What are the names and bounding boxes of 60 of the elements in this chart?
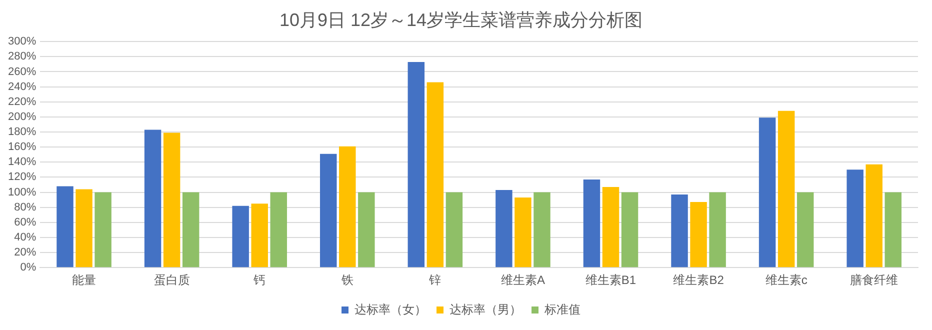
bar bbox=[621, 192, 638, 268]
x-tick-label: 锌 bbox=[428, 273, 442, 288]
x-tick-label: 维生素A bbox=[500, 273, 545, 288]
x-tick-label: 铁 bbox=[340, 273, 354, 288]
x-tick-label: 蛋白质 bbox=[154, 273, 190, 288]
bar bbox=[251, 204, 268, 268]
bar bbox=[232, 206, 249, 268]
bar bbox=[846, 170, 864, 268]
bar bbox=[182, 192, 200, 268]
y-tick-label: 100% bbox=[8, 186, 36, 198]
bar bbox=[758, 118, 776, 268]
x-tick-label: 钙 bbox=[252, 273, 266, 288]
bar bbox=[690, 202, 707, 268]
bar bbox=[76, 189, 92, 268]
y-tick-label: 240% bbox=[8, 80, 36, 93]
y-tick-label: 0% bbox=[20, 262, 36, 274]
bar bbox=[534, 192, 550, 268]
y-tick-label: 40% bbox=[14, 232, 36, 244]
bar bbox=[339, 146, 356, 268]
bar bbox=[602, 186, 620, 268]
y-tick-label: 60% bbox=[14, 216, 36, 228]
bar bbox=[94, 192, 112, 268]
bar bbox=[320, 154, 337, 268]
bar bbox=[408, 62, 425, 268]
bar bbox=[358, 192, 375, 268]
bar bbox=[163, 132, 180, 268]
y-tick-label: 300% bbox=[8, 36, 36, 48]
bar bbox=[426, 82, 444, 268]
x-tick-label: 能量 bbox=[72, 273, 96, 288]
bar bbox=[270, 192, 287, 268]
bar bbox=[496, 190, 512, 268]
y-tick-label: 160% bbox=[8, 141, 36, 154]
y-tick-label: 200% bbox=[8, 110, 36, 123]
bar bbox=[514, 198, 532, 268]
y-tick-label: 140% bbox=[8, 156, 36, 168]
legend-label: 达标率（女） bbox=[354, 302, 426, 316]
bar bbox=[884, 192, 902, 268]
y-tick-label: 220% bbox=[8, 96, 36, 108]
bar bbox=[866, 164, 882, 268]
y-tick-label: 120% bbox=[8, 171, 36, 184]
bar bbox=[446, 192, 463, 268]
y-tick-label: 180% bbox=[8, 126, 36, 138]
y-tick-label: 20% bbox=[14, 246, 36, 259]
x-tick-label: 维生素c bbox=[765, 273, 808, 288]
bar bbox=[583, 179, 600, 268]
x-tick-label: 膳食纤维 bbox=[850, 273, 898, 288]
chart-title: 10月9日 12岁～14岁学生菜谱营养成分分析图 bbox=[279, 10, 643, 30]
x-tick-label: 维生素B2 bbox=[673, 273, 724, 288]
bar bbox=[144, 130, 162, 268]
y-tick-label: 260% bbox=[8, 66, 36, 78]
y-tick-label: 80% bbox=[14, 201, 36, 214]
legend-label: 标准值 bbox=[544, 302, 580, 316]
y-tick-label: 280% bbox=[8, 50, 36, 63]
bar bbox=[709, 192, 726, 268]
bar bbox=[671, 194, 688, 268]
legend-label: 达标率（男） bbox=[450, 302, 522, 316]
bar bbox=[796, 192, 814, 268]
bar bbox=[56, 186, 74, 268]
x-tick-label: 维生素B1 bbox=[585, 273, 636, 288]
bar bbox=[778, 110, 795, 268]
